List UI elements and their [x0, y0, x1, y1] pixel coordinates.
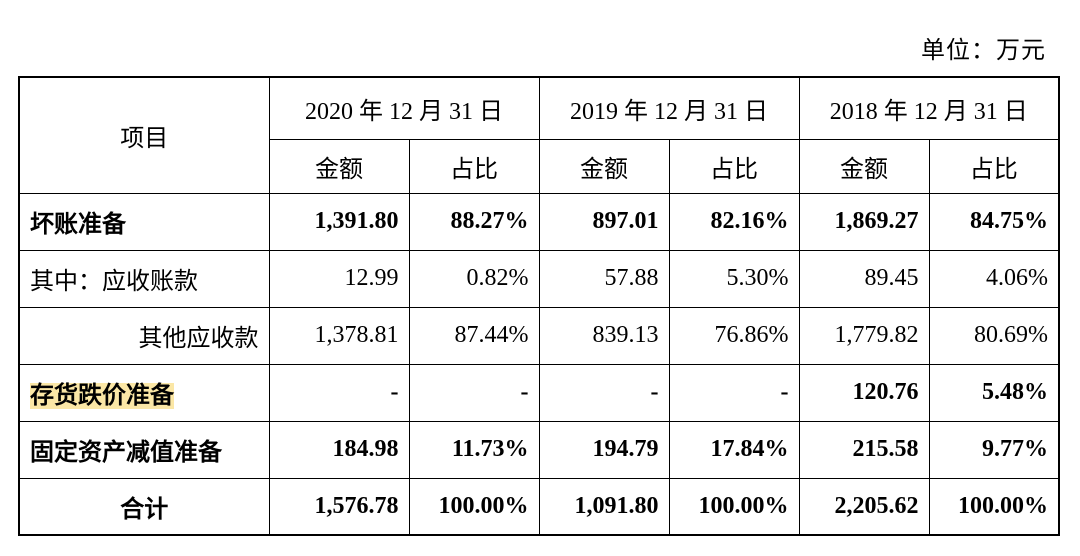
- cell-value: 2,205.62: [798, 477, 930, 536]
- row-label: 固定资产减值准备: [18, 420, 270, 479]
- cell-value: 1,779.82: [798, 306, 930, 365]
- cell-value: 84.75%: [928, 192, 1060, 251]
- cell-value: 57.88: [538, 249, 670, 308]
- cell-value: 5.30%: [668, 249, 800, 308]
- cell-value: 11.73%: [408, 420, 540, 479]
- cell-value: 88.27%: [408, 192, 540, 251]
- cell-value: 100.00%: [408, 477, 540, 536]
- cell-value: 1,576.78: [268, 477, 410, 536]
- cell-value: 89.45: [798, 249, 930, 308]
- cell-value: 0.82%: [408, 249, 540, 308]
- table-row: 固定资产减值准备 184.98 11.73% 194.79 17.84% 215…: [18, 420, 1060, 479]
- cell-value: 17.84%: [668, 420, 800, 479]
- cell-value: 76.86%: [668, 306, 800, 365]
- cell-value: 120.76: [798, 363, 930, 422]
- header-ratio: 占比: [928, 138, 1060, 194]
- table-row: 坏账准备 1,391.80 88.27% 897.01 82.16% 1,869…: [18, 192, 1060, 251]
- row-label: 合计: [18, 477, 270, 536]
- cell-value: -: [408, 363, 540, 422]
- cell-value: -: [668, 363, 800, 422]
- header-amount: 金额: [798, 138, 930, 194]
- cell-value: 1,869.27: [798, 192, 930, 251]
- header-year-2018: 2018 年 12 月 31 日: [798, 76, 1060, 140]
- cell-value: 1,091.80: [538, 477, 670, 536]
- unit-label: 单位：万元: [921, 36, 1046, 64]
- header-amount: 金额: [538, 138, 670, 194]
- cell-value: 5.48%: [928, 363, 1060, 422]
- highlighted-label: 存货跌价准备: [30, 383, 174, 409]
- cell-value: 1,378.81: [268, 306, 410, 365]
- header-ratio: 占比: [668, 138, 800, 194]
- cell-value: 184.98: [268, 420, 410, 479]
- reserve-table: 项目 2020 年 12 月 31 日 2019 年 12 月 31 日 201…: [18, 76, 1060, 536]
- row-label: 其中：应收账款: [18, 249, 270, 308]
- header-amount: 金额: [268, 138, 410, 194]
- cell-value: -: [268, 363, 410, 422]
- table-row: 其中：应收账款 12.99 0.82% 57.88 5.30% 89.45 4.…: [18, 249, 1060, 308]
- cell-value: 897.01: [538, 192, 670, 251]
- cell-value: 82.16%: [668, 192, 800, 251]
- row-label: 存货跌价准备: [18, 363, 270, 422]
- table-row: 存货跌价准备 - - - - 120.76 5.48%: [18, 363, 1060, 422]
- row-label: 其他应收款: [18, 306, 270, 365]
- cell-value: 194.79: [538, 420, 670, 479]
- cell-value: 87.44%: [408, 306, 540, 365]
- header-year-2019: 2019 年 12 月 31 日: [538, 76, 800, 140]
- header-ratio: 占比: [408, 138, 540, 194]
- header-year-2020: 2020 年 12 月 31 日: [268, 76, 540, 140]
- cell-value: 100.00%: [668, 477, 800, 536]
- table-row-total: 合计 1,576.78 100.00% 1,091.80 100.00% 2,2…: [18, 477, 1060, 536]
- header-item: 项目: [18, 76, 270, 194]
- cell-value: 80.69%: [928, 306, 1060, 365]
- cell-value: 4.06%: [928, 249, 1060, 308]
- cell-value: 839.13: [538, 306, 670, 365]
- cell-value: 215.58: [798, 420, 930, 479]
- cell-value: 9.77%: [928, 420, 1060, 479]
- cell-value: 12.99: [268, 249, 410, 308]
- cell-value: 1,391.80: [268, 192, 410, 251]
- table-row: 其他应收款 1,378.81 87.44% 839.13 76.86% 1,77…: [18, 306, 1060, 365]
- header-row-years: 项目 2020 年 12 月 31 日 2019 年 12 月 31 日 201…: [18, 76, 1060, 194]
- row-label: 坏账准备: [18, 192, 270, 251]
- cell-value: -: [538, 363, 670, 422]
- cell-value: 100.00%: [928, 477, 1060, 536]
